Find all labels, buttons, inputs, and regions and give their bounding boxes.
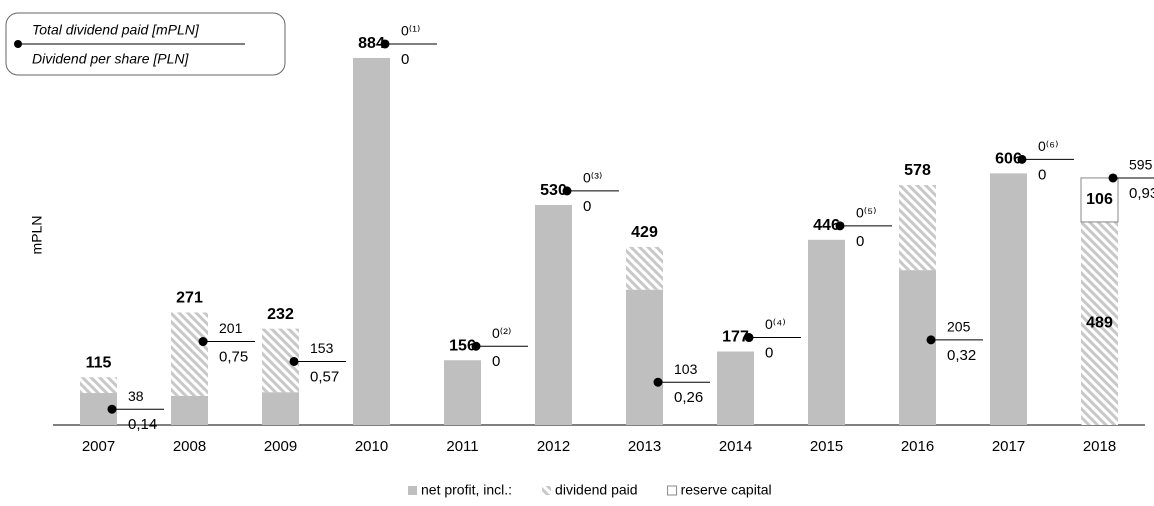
legend-swatch (542, 486, 552, 495)
bar-segment (990, 173, 1027, 425)
bar-segment (1081, 221, 1118, 425)
dividend-dot (835, 221, 845, 231)
total-label: 884 (358, 35, 385, 52)
x-tick-label: 2014 (719, 438, 752, 455)
dividend-label: 38 (128, 388, 144, 404)
per-share-label: 0 (1038, 166, 1046, 183)
x-tick-label: 2015 (810, 438, 843, 455)
total-label: 578 (904, 162, 931, 179)
total-label: 115 (86, 354, 112, 371)
x-tick-label: 2011 (446, 438, 478, 455)
per-share-label: 0,93 (1129, 185, 1154, 202)
per-share-label: 0,57 (310, 368, 339, 385)
segment-label: 489 (1086, 315, 1113, 332)
x-tick-label: 2012 (537, 438, 570, 455)
bar-segment (262, 392, 299, 425)
dividend-label: 153 (310, 340, 334, 356)
dividend-label: 595 (1129, 157, 1153, 173)
x-tick-label: 2010 (355, 438, 388, 455)
dividend-label: 0⁽²⁾ (492, 325, 511, 341)
x-tick-label: 2009 (264, 438, 297, 455)
dividend-dot (1017, 154, 1027, 164)
dividend-dot (744, 333, 754, 343)
bar-segment (899, 270, 936, 425)
per-share-label: 0,14 (128, 416, 157, 433)
total-label: 530 (540, 182, 567, 199)
dividend-dot (1108, 173, 1118, 183)
total-label: 446 (813, 217, 840, 234)
bar-segment (353, 57, 390, 426)
legend-text: Total dividend paid [mPLN] (32, 22, 200, 38)
per-share-label: 0,26 (674, 389, 703, 406)
bar-segment (717, 351, 754, 425)
dividend-label: 0⁽³⁾ (583, 170, 602, 186)
bar-segment (80, 377, 117, 394)
dividend-dot (380, 39, 390, 49)
dividend-dot (471, 341, 481, 351)
per-share-label: 0 (492, 353, 500, 370)
bar-segment (535, 204, 572, 425)
bar-segment (444, 360, 481, 425)
x-tick-label: 2008 (173, 438, 206, 455)
total-label: 271 (176, 290, 203, 307)
total-label: 177 (722, 329, 749, 346)
total-label: 156 (449, 337, 476, 354)
per-share-label: 0,32 (947, 347, 976, 364)
dividend-dot (107, 404, 117, 414)
dividend-dot (289, 356, 299, 366)
total-label: 429 (631, 224, 658, 241)
legend-label: net profit, incl.: (421, 482, 512, 498)
dividend-dot (562, 186, 572, 196)
legend-swatch (667, 485, 678, 496)
per-share-label: 0 (401, 51, 409, 68)
legend-label: reserve capital (681, 482, 772, 498)
bar-segment (626, 246, 663, 290)
legend-swatch (408, 486, 417, 495)
bar-segment (171, 312, 208, 396)
legend-label: dividend paid (555, 482, 638, 498)
legend-text: Dividend per share [PLN] (32, 51, 190, 67)
per-share-label: 0 (583, 198, 591, 215)
dividend-label: 0⁽⁶⁾ (1038, 138, 1058, 154)
dividend-label: 201 (219, 320, 243, 336)
per-share-label: 0,75 (219, 349, 248, 366)
x-tick-label: 2007 (82, 438, 115, 455)
bar-segment (171, 395, 208, 425)
dividend-dot (653, 377, 663, 387)
total-label: 606 (995, 151, 1022, 168)
bar-segment (899, 185, 936, 271)
dividend-label: 0⁽⁴⁾ (765, 316, 786, 332)
dividend-dot (926, 335, 936, 345)
per-share-label: 0 (765, 344, 773, 361)
dividend-label: 0⁽⁵⁾ (856, 205, 876, 221)
y-axis-label: mPLN (29, 216, 45, 255)
segment-label: 106 (1086, 191, 1113, 208)
x-tick-label: 2016 (901, 438, 934, 455)
dividend-label: 103 (674, 361, 698, 377)
x-tick-label: 2018 (1083, 438, 1116, 455)
dividend-label: 205 (947, 319, 971, 335)
bar-segment (808, 239, 845, 425)
bar-segment (1080, 177, 1119, 223)
x-tick-label: 2017 (992, 438, 1025, 455)
x-tick-label: 2013 (628, 438, 661, 455)
bar-segment (626, 289, 663, 425)
dividend-dot (198, 337, 208, 347)
total-label: 232 (267, 306, 294, 323)
per-share-label: 0 (856, 233, 864, 250)
dividend-label: 0⁽¹⁾ (401, 23, 420, 39)
